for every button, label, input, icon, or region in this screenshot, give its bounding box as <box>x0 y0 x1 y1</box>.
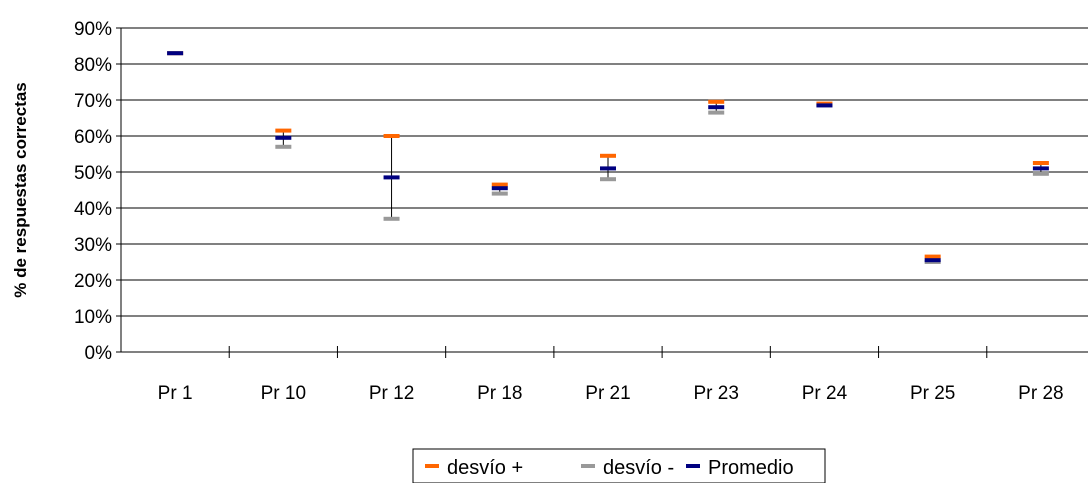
legend: desvío + desvío - Promedio <box>412 448 826 483</box>
y-axis: 0% 10% 20% 30% 40% 50% 60% 70% 80% 90% <box>74 19 121 364</box>
desvio-minus-marker <box>275 144 292 149</box>
desvio-plus-marker <box>600 153 616 158</box>
desvio-plus-marker <box>275 128 292 133</box>
x-axis: Pr 1 Pr 10 Pr 12 Pr 18 Pr 21 Pr 23 Pr 24 Pr 25 P… <box>158 346 1064 404</box>
legend-item-promedio-label: Promedio <box>708 457 794 479</box>
desvio-plus-marker <box>708 99 725 104</box>
legend-item-desvio-minus-label: desvío - <box>603 457 674 479</box>
legend-box <box>412 448 826 483</box>
desvio-minus-marker <box>708 110 725 115</box>
promedio-marker <box>708 105 725 110</box>
x-tick-label: Pr 18 <box>477 383 522 404</box>
y-tick-label: 30% <box>74 235 112 256</box>
data-markers <box>167 51 1049 264</box>
x-tick-label: Pr 28 <box>1018 383 1063 404</box>
y-tick-label: 90% <box>74 19 112 40</box>
y-tick-label: 80% <box>74 55 112 76</box>
x-tick-label: Pr 12 <box>369 383 414 404</box>
y-tick-label: 20% <box>74 271 112 292</box>
error-bars <box>282 101 1042 262</box>
legend-item-desvio-plus-swatch <box>425 464 439 468</box>
desvio-minus-marker <box>600 177 616 182</box>
promedio-marker <box>816 103 833 108</box>
y-tick-label: 70% <box>74 91 112 112</box>
legend-item-promedio-swatch <box>686 464 700 468</box>
promedio-marker <box>1032 166 1049 171</box>
promedio-marker <box>167 51 184 56</box>
desvio-minus-marker <box>383 216 400 221</box>
desvio-minus-marker <box>491 191 508 196</box>
y-tick-label: 10% <box>74 307 112 328</box>
x-tick-label: Pr 21 <box>585 383 630 404</box>
x-tick-label: Pr 24 <box>802 383 848 404</box>
desvio-minus-marker <box>1032 171 1049 176</box>
desvio-plus-marker <box>924 254 941 259</box>
x-tick-label: Pr 23 <box>694 383 739 404</box>
y-tick-label: 60% <box>74 127 112 148</box>
desvio-plus-marker <box>491 182 508 187</box>
y-axis-title: % de respuestas correctas <box>11 82 30 297</box>
promedio-marker <box>924 258 941 263</box>
promedio-marker <box>383 175 400 180</box>
y-tick-label: 40% <box>74 199 112 220</box>
legend-item-desvio-minus-swatch <box>581 464 595 468</box>
x-tick-label: Pr 1 <box>158 383 193 404</box>
desvio-plus-marker <box>1032 161 1049 165</box>
promedio-marker <box>275 135 292 140</box>
desvio-plus-marker <box>383 134 400 138</box>
y-tick-label: 50% <box>74 163 112 184</box>
gridlines <box>121 27 1088 317</box>
legend-item-desvio-plus-label: desvío + <box>447 457 523 479</box>
y-tick-label: 0% <box>85 343 113 364</box>
x-tick-label: Pr 25 <box>910 383 955 404</box>
promedio-marker <box>491 186 508 191</box>
x-tick-label: Pr 10 <box>261 383 306 404</box>
promedio-marker <box>600 166 616 171</box>
